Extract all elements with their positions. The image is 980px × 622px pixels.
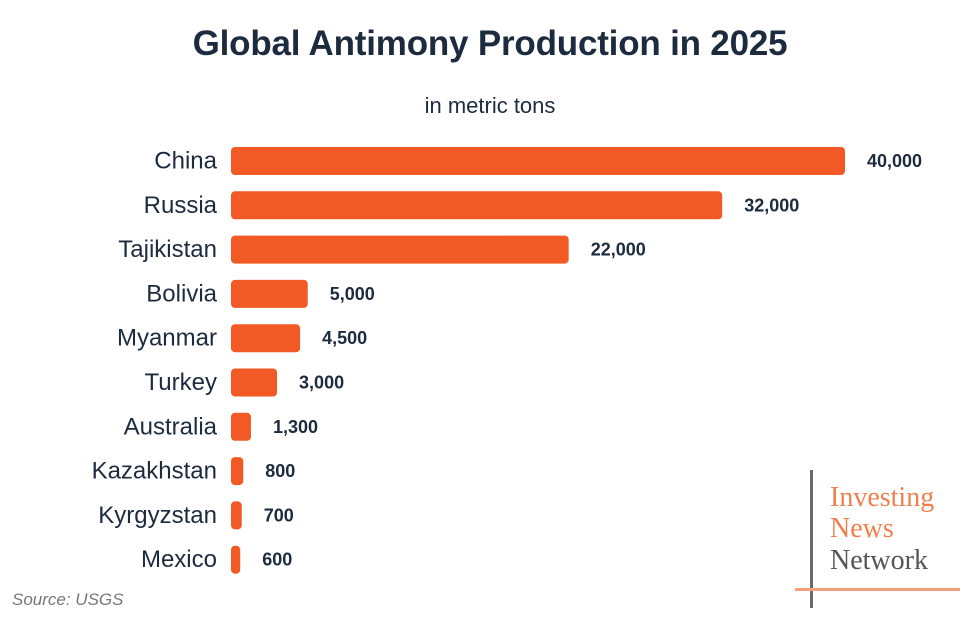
logo-line-3: Network xyxy=(830,545,928,576)
value-label-australia: 1,300 xyxy=(273,417,318,437)
category-label-china: China xyxy=(154,148,217,175)
value-label-mexico: 600 xyxy=(262,550,292,570)
value-label-myanmar: 4,500 xyxy=(322,328,367,348)
bar-bolivia xyxy=(231,279,308,308)
logo-line-1: Investing xyxy=(830,482,935,513)
logo-line-2: News xyxy=(830,513,894,544)
category-label-myanmar: Myanmar xyxy=(117,325,217,352)
category-label-bolivia: Bolivia xyxy=(146,280,217,307)
bar-australia xyxy=(231,412,251,441)
category-label-mexico: Mexico xyxy=(141,546,217,573)
category-label-russia: Russia xyxy=(144,192,218,219)
value-label-china: 40,000 xyxy=(867,151,922,171)
category-label-kyrgyzstan: Kyrgyzstan xyxy=(98,502,217,529)
category-label-tajikistan: Tajikistan xyxy=(118,236,217,263)
bar-myanmar xyxy=(231,324,301,353)
bar-mexico xyxy=(231,545,241,574)
logo-horizontal-rule xyxy=(795,588,960,591)
bar-turkey xyxy=(231,368,278,397)
value-label-bolivia: 5,000 xyxy=(330,284,375,304)
chart-subtitle: in metric tons xyxy=(424,93,556,118)
value-label-kyrgyzstan: 700 xyxy=(264,505,294,525)
value-label-russia: 32,000 xyxy=(744,195,799,215)
category-label-australia: Australia xyxy=(124,413,218,440)
bar-russia xyxy=(231,191,723,220)
value-label-tajikistan: 22,000 xyxy=(591,240,646,260)
bar-tajikistan xyxy=(231,235,569,264)
value-label-kazakhstan: 800 xyxy=(265,461,295,481)
chart-title: Global Antimony Production in 2025 xyxy=(192,24,788,63)
source-note: Source: USGS xyxy=(12,590,124,609)
bar-kyrgyzstan xyxy=(231,501,242,530)
logo-vertical-rule xyxy=(810,470,813,608)
investing-news-network-logo: Investing News Network xyxy=(795,470,965,610)
value-label-turkey: 3,000 xyxy=(299,373,344,393)
category-label-turkey: Turkey xyxy=(145,369,217,396)
category-label-kazakhstan: Kazakhstan xyxy=(92,458,217,485)
bar-china xyxy=(231,147,845,175)
bar-kazakhstan xyxy=(231,457,244,486)
